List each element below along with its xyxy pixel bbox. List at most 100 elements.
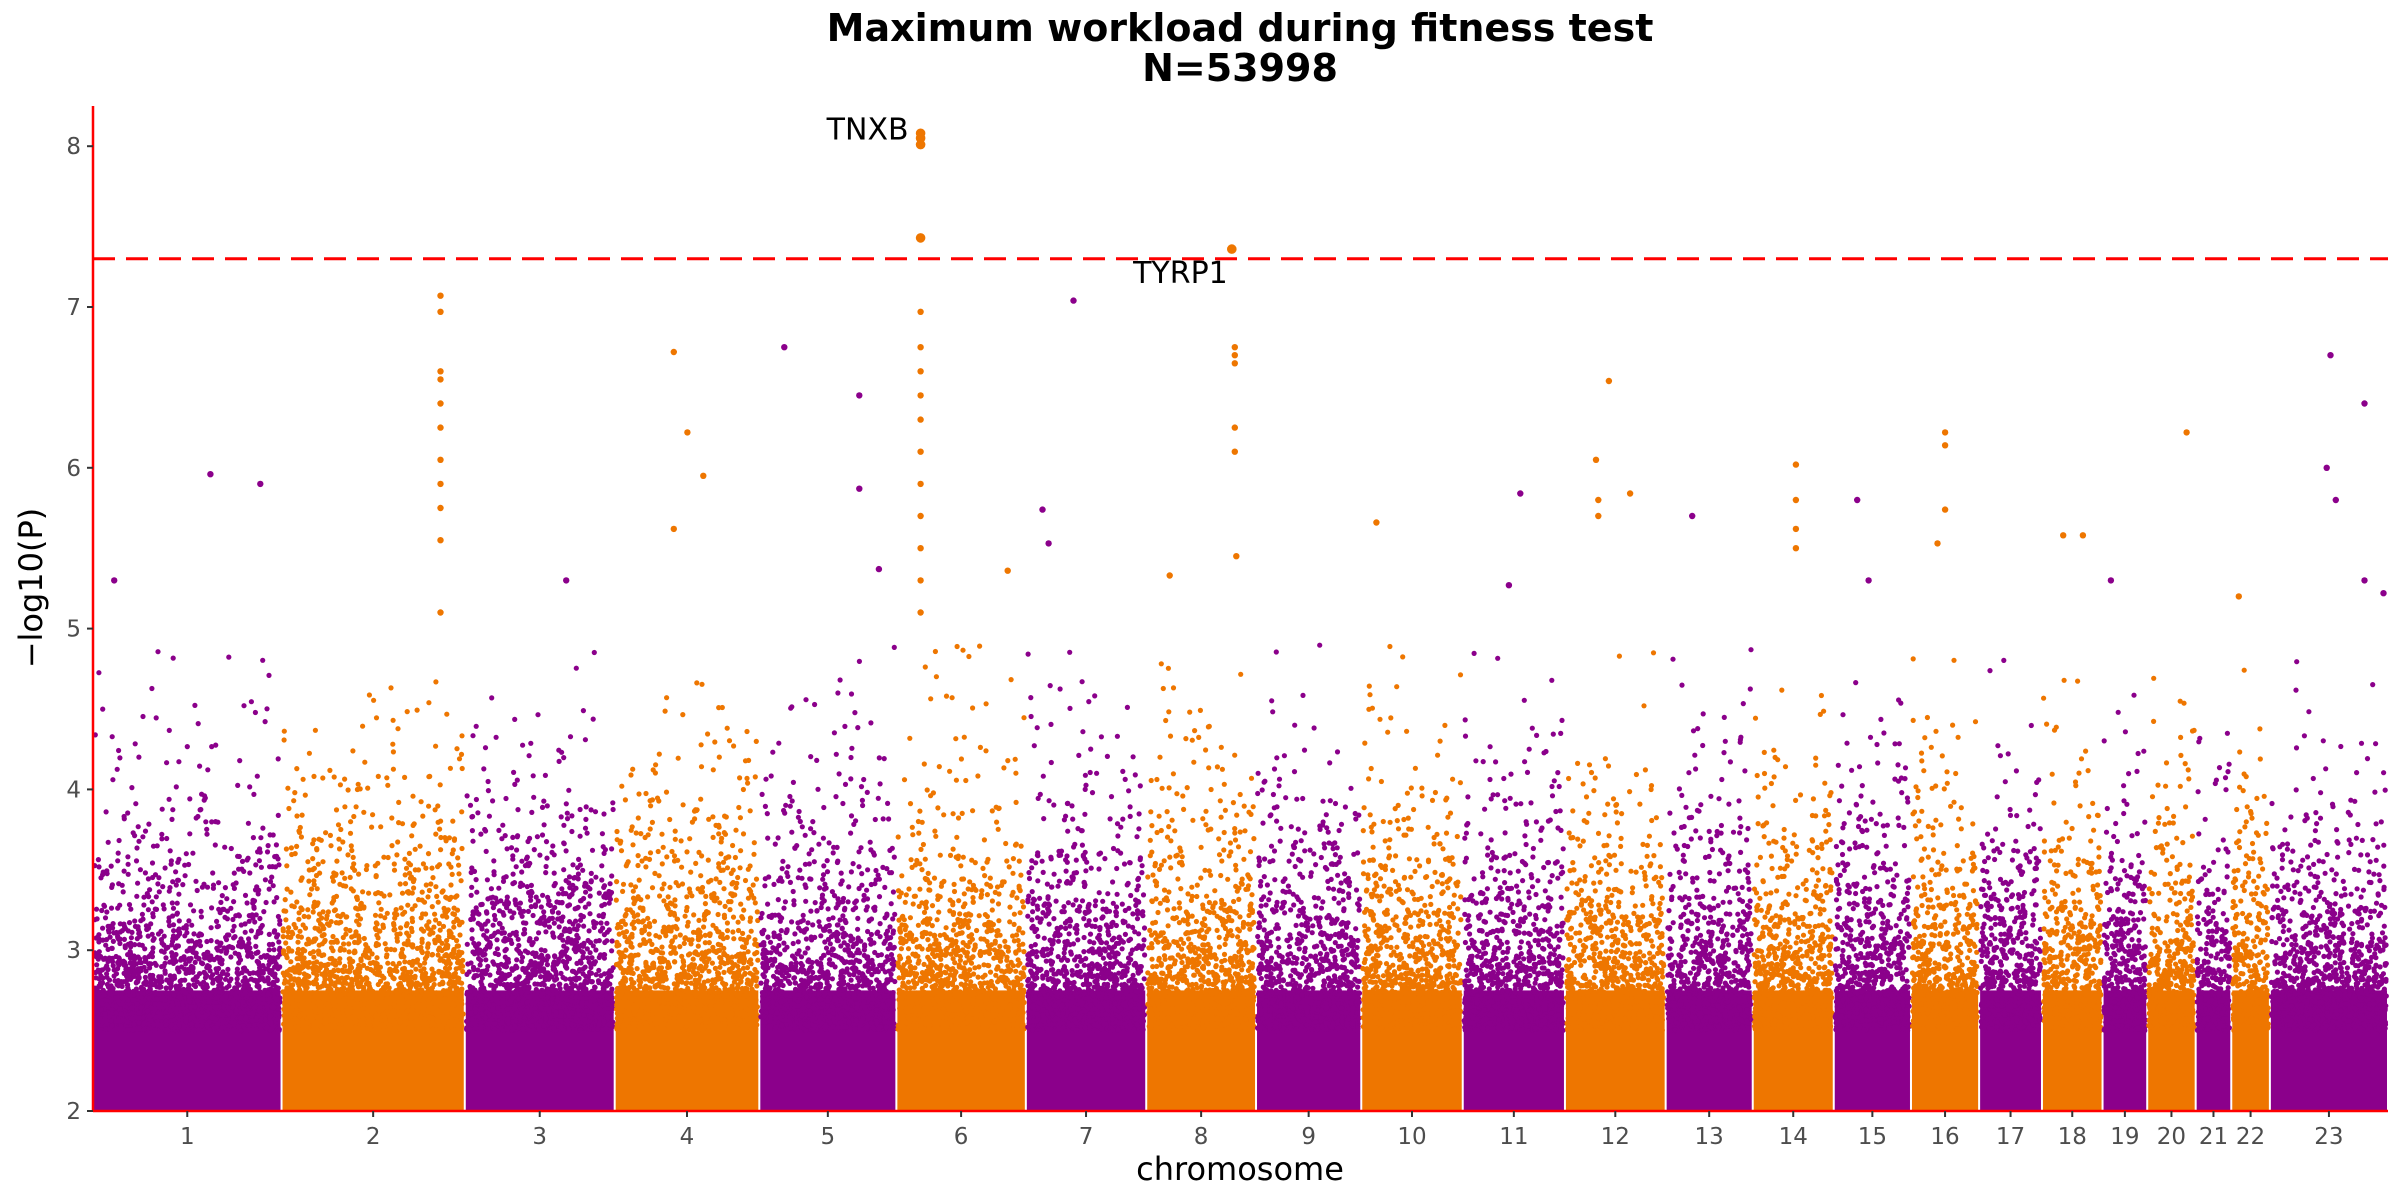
variant-point <box>917 416 923 422</box>
variant-point <box>1232 449 1238 455</box>
x-tick-label-chr6: 6 <box>954 1124 969 1150</box>
chart-subtitle: N=53998 <box>1142 46 1338 90</box>
variant-point <box>1232 424 1238 430</box>
variant-point <box>437 481 443 487</box>
variant-point <box>917 449 923 455</box>
variant-point <box>2327 352 2333 358</box>
chromosome-cloud-7 <box>1025 650 1147 1111</box>
variant-point <box>1227 244 1237 254</box>
variant-point <box>2060 532 2066 538</box>
highlighted-variants <box>111 129 2387 616</box>
variant-point <box>1232 360 1238 366</box>
variant-point <box>1506 582 1512 588</box>
x-tick-label-chr23: 23 <box>2314 1124 2343 1150</box>
x-tick-label-chr19: 19 <box>2110 1124 2139 1150</box>
chromosome-cloud-3 <box>464 650 616 1111</box>
chromosome-cloud-6 <box>895 644 1026 1112</box>
variant-point <box>1865 577 1871 583</box>
variant-point <box>437 424 443 430</box>
y-tick-label: 6 <box>66 456 81 482</box>
variant-point <box>437 505 443 511</box>
variant-point <box>917 481 923 487</box>
chromosome-cloud-4 <box>614 680 761 1111</box>
variant-point <box>207 471 213 477</box>
variant-point <box>917 309 923 315</box>
chromosome-cloud-22 <box>2230 668 2271 1111</box>
chromosome-cloud-18 <box>2041 678 2103 1111</box>
variant-point <box>1606 378 1612 384</box>
chromosome-cloud-2 <box>281 679 466 1111</box>
variant-point <box>1942 442 1948 448</box>
x-tick-label-chr13: 13 <box>1695 1124 1724 1150</box>
x-axis-title: chromosome <box>1136 1150 1344 1188</box>
chromosome-cloud-23 <box>2269 659 2389 1111</box>
chromosome-cloud-8 <box>1145 661 1257 1111</box>
x-tick-label-chr11: 11 <box>1499 1124 1528 1150</box>
x-tick-label-chr16: 16 <box>1930 1124 1959 1150</box>
variant-point <box>2333 497 2339 503</box>
variant-point <box>1934 540 1940 546</box>
chromosome-cloud-14 <box>1752 688 1835 1112</box>
gene-label-tnxb: TNXB <box>826 112 909 147</box>
chromosome-cloud-1 <box>92 649 282 1111</box>
variant-point <box>1689 513 1695 519</box>
variant-point <box>917 577 923 583</box>
chromosome-cloud-5 <box>758 645 897 1111</box>
variant-point <box>437 457 443 463</box>
x-tick-label-chr14: 14 <box>1779 1124 1808 1150</box>
variant-point <box>917 392 923 398</box>
variant-point <box>671 526 677 532</box>
variant-point <box>1854 497 1860 503</box>
variant-point <box>2361 577 2367 583</box>
variant-point <box>1593 457 1599 463</box>
y-axis-title: −log10(P) <box>12 508 50 669</box>
x-tick-label-chr12: 12 <box>1601 1124 1630 1150</box>
y-tick-label: 3 <box>66 938 81 964</box>
variant-point <box>1595 513 1601 519</box>
x-tick-label-chr8: 8 <box>1194 1124 1209 1150</box>
variant-point <box>856 486 862 492</box>
variant-point <box>2324 465 2330 471</box>
variant-point <box>856 392 862 398</box>
x-tick-label-chr18: 18 <box>2058 1124 2087 1150</box>
variant-point <box>917 609 923 615</box>
variant-point <box>437 400 443 406</box>
variant-point <box>111 577 117 583</box>
variant-point <box>1070 297 1076 303</box>
chromosome-cloud-16 <box>1910 656 1980 1111</box>
chromosome-cloud-15 <box>1833 680 1912 1111</box>
variant-point <box>1005 568 1011 574</box>
variant-point <box>2361 400 2367 406</box>
variant-point <box>917 545 923 551</box>
variant-point <box>1517 490 1523 496</box>
variant-point <box>917 344 923 350</box>
variant-point <box>437 376 443 382</box>
y-tick-label: 4 <box>66 777 81 803</box>
variant-point <box>1627 490 1633 496</box>
variant-point <box>1793 526 1799 532</box>
x-tick-label-chr1: 1 <box>180 1124 195 1150</box>
x-tick-label-chr9: 9 <box>1301 1124 1316 1150</box>
x-tick-label-chr17: 17 <box>1996 1124 2025 1150</box>
variant-point <box>876 566 882 572</box>
variant-point <box>257 481 263 487</box>
variant-point <box>563 577 569 583</box>
variant-point <box>2183 429 2189 435</box>
variant-point <box>1039 506 1045 512</box>
chromosome-cloud-17 <box>1978 658 2043 1111</box>
x-tick-label-chr22: 22 <box>2236 1124 2265 1150</box>
variant-point <box>684 429 690 435</box>
variant-point <box>1232 352 1238 358</box>
variant-point <box>1595 497 1601 503</box>
variant-point <box>1793 461 1799 467</box>
variant-point <box>437 609 443 615</box>
variant-point <box>1793 545 1799 551</box>
x-tick-label-chr7: 7 <box>1079 1124 1094 1150</box>
x-tick-label-chr20: 20 <box>2157 1124 2186 1150</box>
y-tick-label: 2 <box>66 1099 81 1125</box>
x-tick-label-chr4: 4 <box>680 1124 695 1150</box>
variant-cloud <box>92 643 2389 1111</box>
